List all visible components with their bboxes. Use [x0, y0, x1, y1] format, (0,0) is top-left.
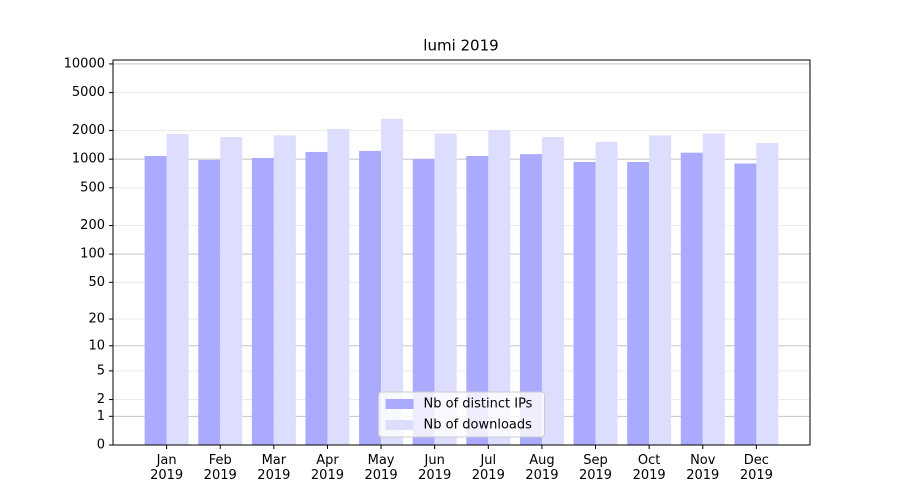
axes-frame — [112, 59, 811, 446]
legend-label: Nb of distinct IPs — [424, 397, 533, 412]
y-tick-label: 200 — [80, 218, 105, 233]
bar — [573, 161, 596, 445]
x-tick-label: Nov 2019 — [686, 453, 720, 483]
x-tick-label: Aug 2019 — [525, 453, 559, 483]
bar — [381, 118, 404, 446]
bar — [734, 163, 757, 445]
bar — [166, 133, 189, 445]
chart-title: lumi 2019 — [423, 37, 498, 55]
y-tick-label: 10000 — [64, 56, 105, 71]
bar — [359, 150, 382, 445]
y-tick-label: 5 — [97, 363, 105, 378]
y-tick-label: 0 — [97, 438, 105, 453]
y-tick-label: 50 — [88, 275, 105, 290]
bar — [595, 141, 618, 446]
y-tick-label: 100 — [80, 247, 105, 262]
legend-swatch — [385, 420, 414, 430]
bar — [327, 128, 350, 446]
legend-label: Nb of downloads — [424, 418, 533, 433]
x-tick-label: Feb 2019 — [203, 453, 237, 483]
x-tick-label: Dec 2019 — [739, 453, 773, 483]
legend-box — [378, 391, 545, 438]
x-tick-label: Mar 2019 — [257, 453, 291, 483]
bar — [434, 133, 457, 445]
bar — [649, 135, 672, 445]
legend: Nb of distinct IPs Nb of downloads — [378, 391, 545, 438]
y-tick-label: 20 — [88, 312, 105, 327]
x-tick-label: Jan 2019 — [150, 453, 184, 483]
x-tick-label: Oct 2019 — [632, 453, 666, 483]
bar — [273, 135, 296, 445]
y-tick-label: 1 — [97, 409, 105, 424]
bar — [627, 161, 650, 445]
bar — [198, 160, 221, 446]
bar — [144, 155, 167, 446]
x-tick-label: Sep 2019 — [578, 453, 613, 483]
bar — [702, 133, 725, 445]
y-tick-label: 5000 — [72, 85, 105, 100]
y-tick-label: 2000 — [72, 123, 105, 138]
y-tick-label: 500 — [80, 180, 105, 195]
y-tick-label: 10 — [88, 338, 105, 353]
bar — [466, 155, 489, 446]
x-tick-label: May 2019 — [364, 453, 398, 483]
x-tick-label: Jun 2019 — [418, 453, 452, 483]
bar — [412, 159, 435, 445]
bar — [519, 154, 542, 446]
x-tick-label: Jul 2019 — [471, 453, 505, 483]
legend-swatch — [385, 399, 414, 409]
y-tick-label: 2 — [97, 392, 105, 407]
bar — [756, 142, 779, 445]
bar — [488, 129, 511, 445]
x-tick-label: Apr 2019 — [310, 453, 344, 483]
bar — [305, 151, 328, 445]
bar — [220, 136, 243, 446]
bar — [251, 157, 274, 446]
y-tick-label: 1000 — [72, 152, 105, 167]
bar — [680, 152, 703, 446]
bar — [541, 136, 564, 446]
